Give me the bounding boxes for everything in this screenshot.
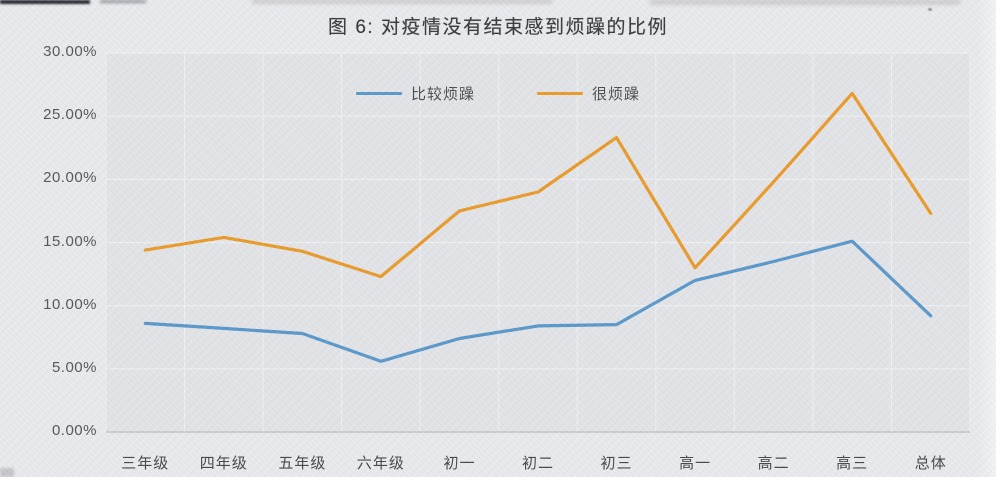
y-axis-tick-label: 15.00% (43, 232, 97, 250)
x-axis-category-label: 高二 (757, 455, 790, 472)
legend-label: 比较烦躁 (410, 86, 475, 103)
x-axis-category-label: 总体 (914, 455, 947, 472)
x-axis-category-label: 三年级 (121, 455, 170, 472)
y-axis-tick-label: 30.00% (43, 43, 97, 60)
series-line-1 (143, 91, 933, 279)
y-axis-tick-label: 10.00% (43, 295, 97, 313)
x-axis-category-label: 六年级 (356, 455, 405, 472)
x-axis-category-label: 初一 (443, 455, 476, 472)
chart-legend: 比较烦躁 很烦躁 (0, 83, 996, 104)
legend-line-swatch-orange (537, 92, 583, 95)
chart-title: 图 6: 对疫情没有结束感到烦躁的比例 (328, 17, 668, 38)
legend-line-swatch-blue (355, 92, 402, 95)
legend-label: 很烦躁 (592, 86, 641, 103)
y-axis-tick-label: 20.00% (43, 169, 97, 187)
legend-item-very-irritated: 很烦躁 (537, 83, 640, 104)
y-axis-tick-label: 25.00% (43, 106, 97, 124)
legend-item-somewhat-irritated: 比较烦躁 (355, 83, 475, 104)
series-line-0 (143, 239, 933, 363)
x-axis-category-label: 五年级 (278, 455, 327, 472)
x-axis-category-label: 高三 (836, 455, 869, 472)
x-axis-category-label: 高一 (679, 455, 712, 472)
x-axis-category-label: 四年级 (199, 455, 248, 472)
y-axis-tick-label: 5.00% (51, 358, 97, 376)
x-axis-category-label: 初二 (521, 455, 554, 472)
y-axis-tick-label: 0.00% (51, 422, 97, 439)
x-axis-category-label: 初三 (600, 455, 633, 472)
